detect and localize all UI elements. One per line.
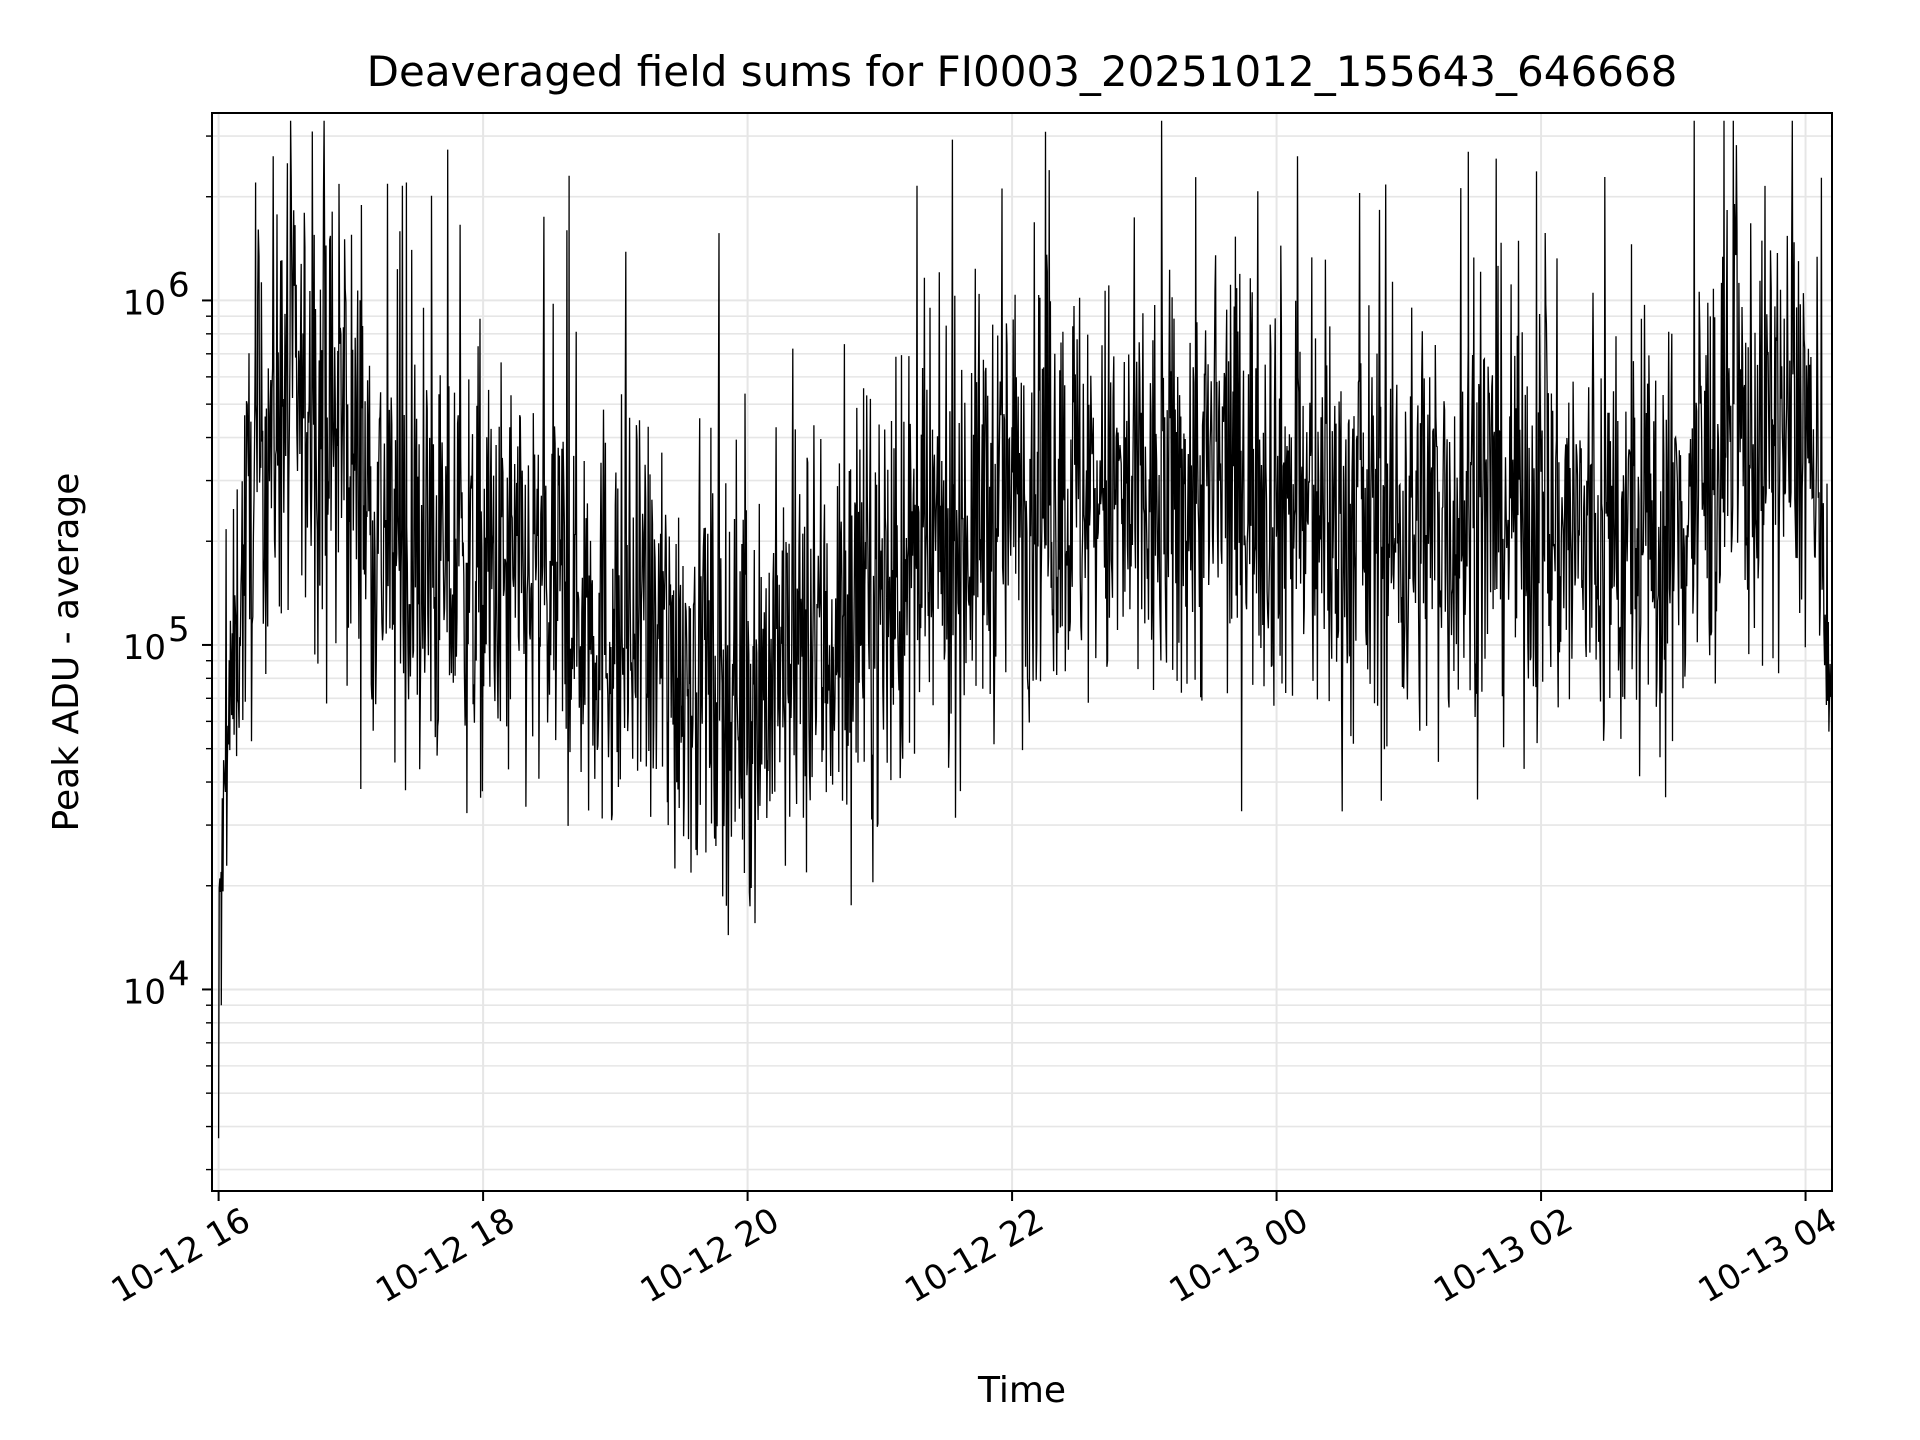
y-tick-label-exponent: 6 xyxy=(168,265,190,305)
chart-title: Deaveraged field sums for FI0003_2025101… xyxy=(367,47,1678,96)
series-layer xyxy=(217,120,1833,1139)
y-axis-label: Peak ADU - average xyxy=(46,473,87,832)
y-tick-label-exponent: 4 xyxy=(168,954,190,994)
y-tick-label: 10 xyxy=(123,628,166,668)
y-tick-label-exponent: 5 xyxy=(168,610,190,650)
series-line xyxy=(217,120,1833,1139)
plot-frame xyxy=(211,112,1833,1192)
y-tick-label: 10 xyxy=(123,972,166,1012)
x-axis-label: Time xyxy=(977,1370,1066,1411)
y-tick-label: 10 xyxy=(123,283,166,323)
